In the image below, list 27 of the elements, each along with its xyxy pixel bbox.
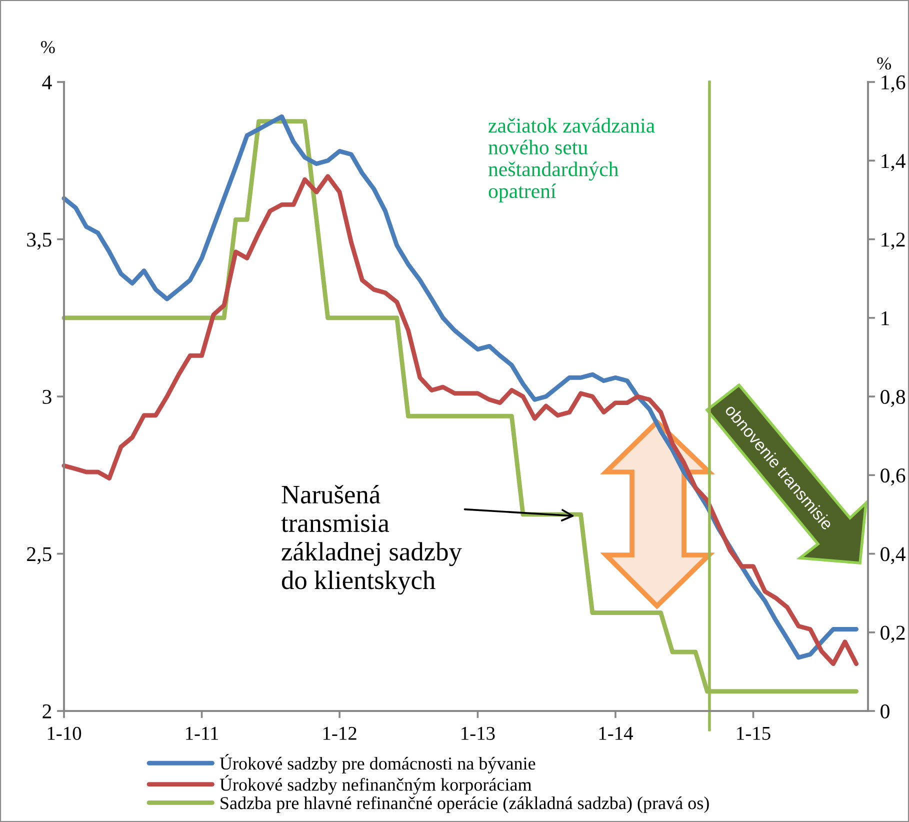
y-axis-title: % <box>41 40 55 54</box>
x-tick-label: 1-15 <box>737 726 770 740</box>
y-tick-label: 2 <box>42 704 52 718</box>
y2-tick-label: 0 <box>880 704 890 718</box>
x-tick-label: 1-13 <box>462 726 495 740</box>
legend-label: Úrokové sadzby pre domácnosti na bývanie <box>220 754 536 774</box>
x-tick-label: 1-12 <box>323 726 356 740</box>
y2-tick-label: 1,4 <box>882 154 906 172</box>
y2-tick-label: 1,2 <box>882 232 905 250</box>
legend-label: Sadzba pre hlavné refinančné operácie (základná sadzba) (pravá os) <box>220 796 709 813</box>
x-tick-label: 1-10 <box>48 726 82 740</box>
y-tick-label: 2,5 <box>27 547 52 564</box>
y-tick-label: 3,5 <box>27 232 52 250</box>
y2-tick-label: 1,6 <box>882 75 906 92</box>
y2-tick-label: 0,2 <box>880 626 905 643</box>
annotation: začiatok zavádzania nového setu neštandardných opatrení <box>488 118 655 202</box>
y2-tick-label: 0,8 <box>880 390 906 407</box>
x-tick-label: 1-11 <box>186 726 218 740</box>
y2-tick-label: 0,6 <box>880 468 906 486</box>
y2-axis-title: % <box>877 57 891 70</box>
y-tick-label: 4 <box>42 76 52 90</box>
x-tick-label: 1-14 <box>599 726 633 740</box>
y-tick-label: 3 <box>42 390 52 404</box>
legend-label: Úrokové sadzby nefinančným korporáciam <box>220 775 532 795</box>
y2-tick-label: 1 <box>882 311 889 326</box>
annotation: Narušená transmisia základnej sadzby do klientskych <box>281 484 462 595</box>
y2-tick-label: 0,4 <box>880 547 906 564</box>
